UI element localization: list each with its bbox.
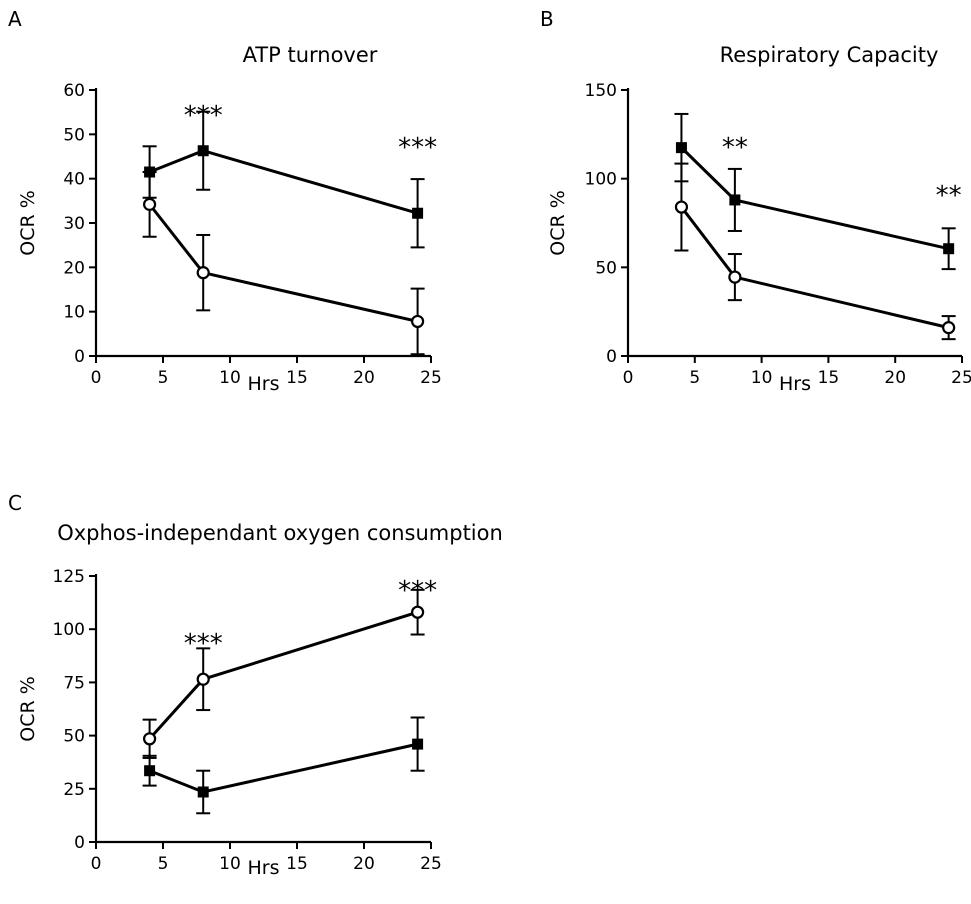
data-point-square: [675, 142, 687, 154]
x-tick-label: 0: [623, 368, 634, 388]
y-tick-label: 75: [63, 673, 85, 693]
chart-title: ATP turnover: [243, 43, 378, 67]
y-tick-label: 125: [53, 567, 85, 587]
x-tick-label: 25: [951, 368, 971, 388]
chart-title: Oxphos-independant oxygen consumption: [57, 521, 503, 545]
data-point-square: [729, 194, 741, 206]
data-point-square: [144, 765, 156, 777]
y-tick-label: 0: [74, 347, 85, 367]
y-tick-label: 150: [585, 81, 617, 101]
x-tick-label: 15: [818, 368, 840, 388]
y-tick-label: 100: [53, 620, 85, 640]
x-tick-label: 10: [219, 854, 241, 874]
x-tick-label: 15: [286, 854, 308, 874]
data-point-square: [412, 738, 424, 750]
y-tick-label: 50: [63, 727, 85, 747]
chart-panel-a: A ATP turnover 0 10 20 30 40 50 60 0 5 10 15 20 25 Hrs O…: [8, 7, 442, 395]
y-tick-label: 60: [63, 81, 85, 101]
data-point-square: [197, 786, 209, 798]
x-tick-label: 20: [353, 368, 375, 388]
x-tick-label: 25: [420, 854, 442, 874]
y-tick-label: 40: [63, 170, 85, 190]
y-tick-label: 50: [595, 258, 617, 278]
series-square: [674, 112, 956, 271]
chart-panel-b: B Respiratory Capacity 0 50 100 150 0 5 10 15 20 25…: [540, 7, 971, 395]
data-point-square: [412, 207, 424, 219]
significance-label: **: [936, 181, 962, 211]
x-tick-label: 20: [353, 854, 375, 874]
x-tick-label: 0: [91, 854, 102, 874]
x-tick-label: 20: [884, 368, 906, 388]
chart-title: Respiratory Capacity: [720, 43, 939, 67]
y-axis-title: OCR %: [547, 190, 569, 256]
data-point-circle: [728, 270, 742, 284]
panel-letter: C: [8, 491, 22, 515]
data-point-square: [197, 145, 209, 157]
y-tick-label: 100: [585, 170, 617, 190]
y-axis-title: OCR %: [17, 190, 39, 256]
series-circle: [142, 171, 425, 356]
y-tick-label: 0: [606, 347, 617, 367]
y-axis-title: OCR %: [17, 676, 39, 742]
panel-letter: A: [8, 7, 22, 31]
significance-label: ***: [184, 629, 223, 659]
data-point-circle: [942, 321, 956, 335]
y-tick-label: 50: [63, 125, 85, 145]
data-point-square: [943, 243, 955, 255]
series-circle: [674, 162, 956, 341]
significance-label: ***: [184, 101, 223, 131]
data-point-circle: [143, 197, 157, 211]
significance-label: ***: [398, 133, 437, 163]
data-point-circle: [196, 266, 210, 280]
x-tick-label: 25: [420, 368, 442, 388]
series-square: [142, 110, 425, 249]
series-line: [148, 203, 418, 323]
series-line: [149, 742, 418, 794]
y-tick-label: 0: [74, 833, 85, 853]
x-tick-label: 5: [158, 368, 169, 388]
x-tick-label: 10: [751, 368, 773, 388]
series-circle: [142, 588, 425, 759]
panel-letter: B: [540, 7, 554, 31]
x-tick-label: 5: [689, 368, 700, 388]
series-line: [149, 149, 419, 215]
x-tick-label: 10: [219, 368, 241, 388]
x-tick-label: 15: [286, 368, 308, 388]
series-line: [680, 206, 949, 330]
x-tick-label: 5: [158, 854, 169, 874]
x-axis-title: Hrs: [779, 373, 811, 395]
y-tick-label: 20: [63, 258, 85, 278]
significance-label: ***: [398, 576, 437, 606]
y-tick-label: 25: [63, 780, 85, 800]
data-point-circle: [411, 314, 425, 329]
significance-label: **: [722, 133, 748, 163]
data-point-circle: [411, 605, 425, 619]
y-tick-label: 10: [63, 303, 85, 323]
data-point-circle: [143, 732, 157, 746]
x-tick-label: 0: [91, 368, 102, 388]
series-square: [142, 716, 425, 815]
data-point-circle: [674, 200, 689, 214]
x-axis-title: Hrs: [248, 373, 280, 395]
data-point-circle: [196, 672, 210, 686]
x-axis-title: Hrs: [248, 857, 280, 879]
chart-panel-c: C Oxphos-independant oxygen consumption 0 2…: [8, 491, 503, 879]
y-tick-label: 30: [63, 214, 85, 234]
